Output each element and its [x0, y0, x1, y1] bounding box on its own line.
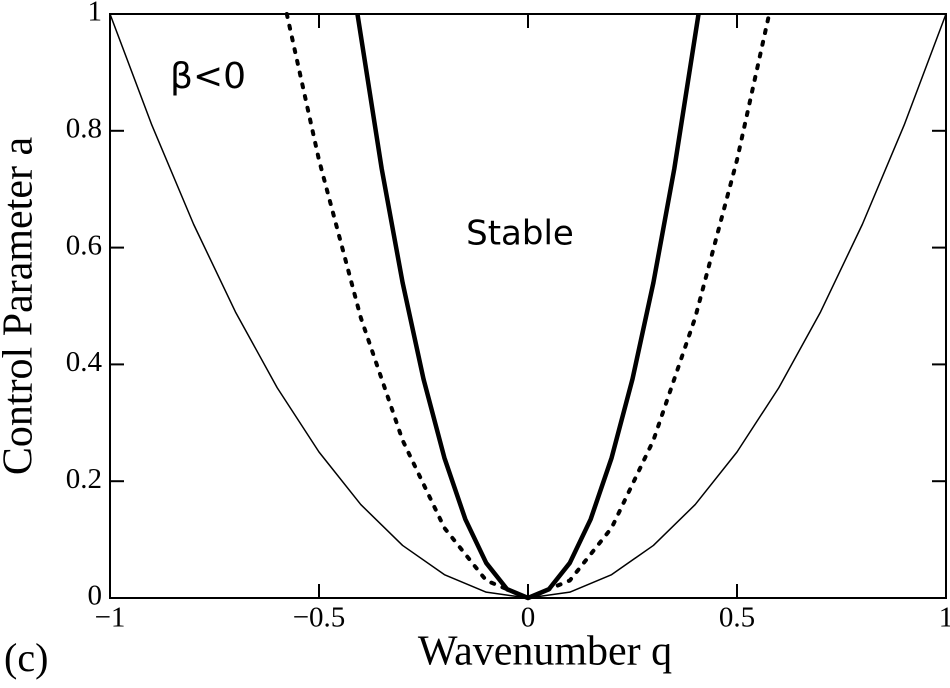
x-axis-label: Wavenumber q: [418, 629, 672, 675]
y-tick-label: 0.4: [66, 346, 103, 378]
plot-frame: [109, 13, 947, 599]
annotation: β<0: [170, 56, 246, 97]
y-tick-label: 0: [88, 580, 103, 612]
y-axis-label: Control Parameter a: [0, 137, 42, 476]
curve: [284, 12, 772, 600]
curve: [355, 13, 701, 601]
curve: [109, 13, 947, 599]
y-tick-label: 0.6: [66, 229, 102, 261]
y-tick-label: 1: [88, 0, 103, 28]
x-tick-label: 1: [939, 602, 950, 634]
y-tick-label: 0.8: [66, 112, 102, 144]
x-tick-label: −1: [95, 602, 126, 634]
annotation: Stable: [466, 214, 574, 254]
annotation: (c): [4, 635, 48, 680]
x-tick-label: 0: [521, 602, 536, 634]
y-tick-label: 0.2: [66, 463, 102, 495]
x-tick-label: 0.5: [719, 602, 755, 634]
x-tick-label: −0.5: [293, 602, 346, 634]
